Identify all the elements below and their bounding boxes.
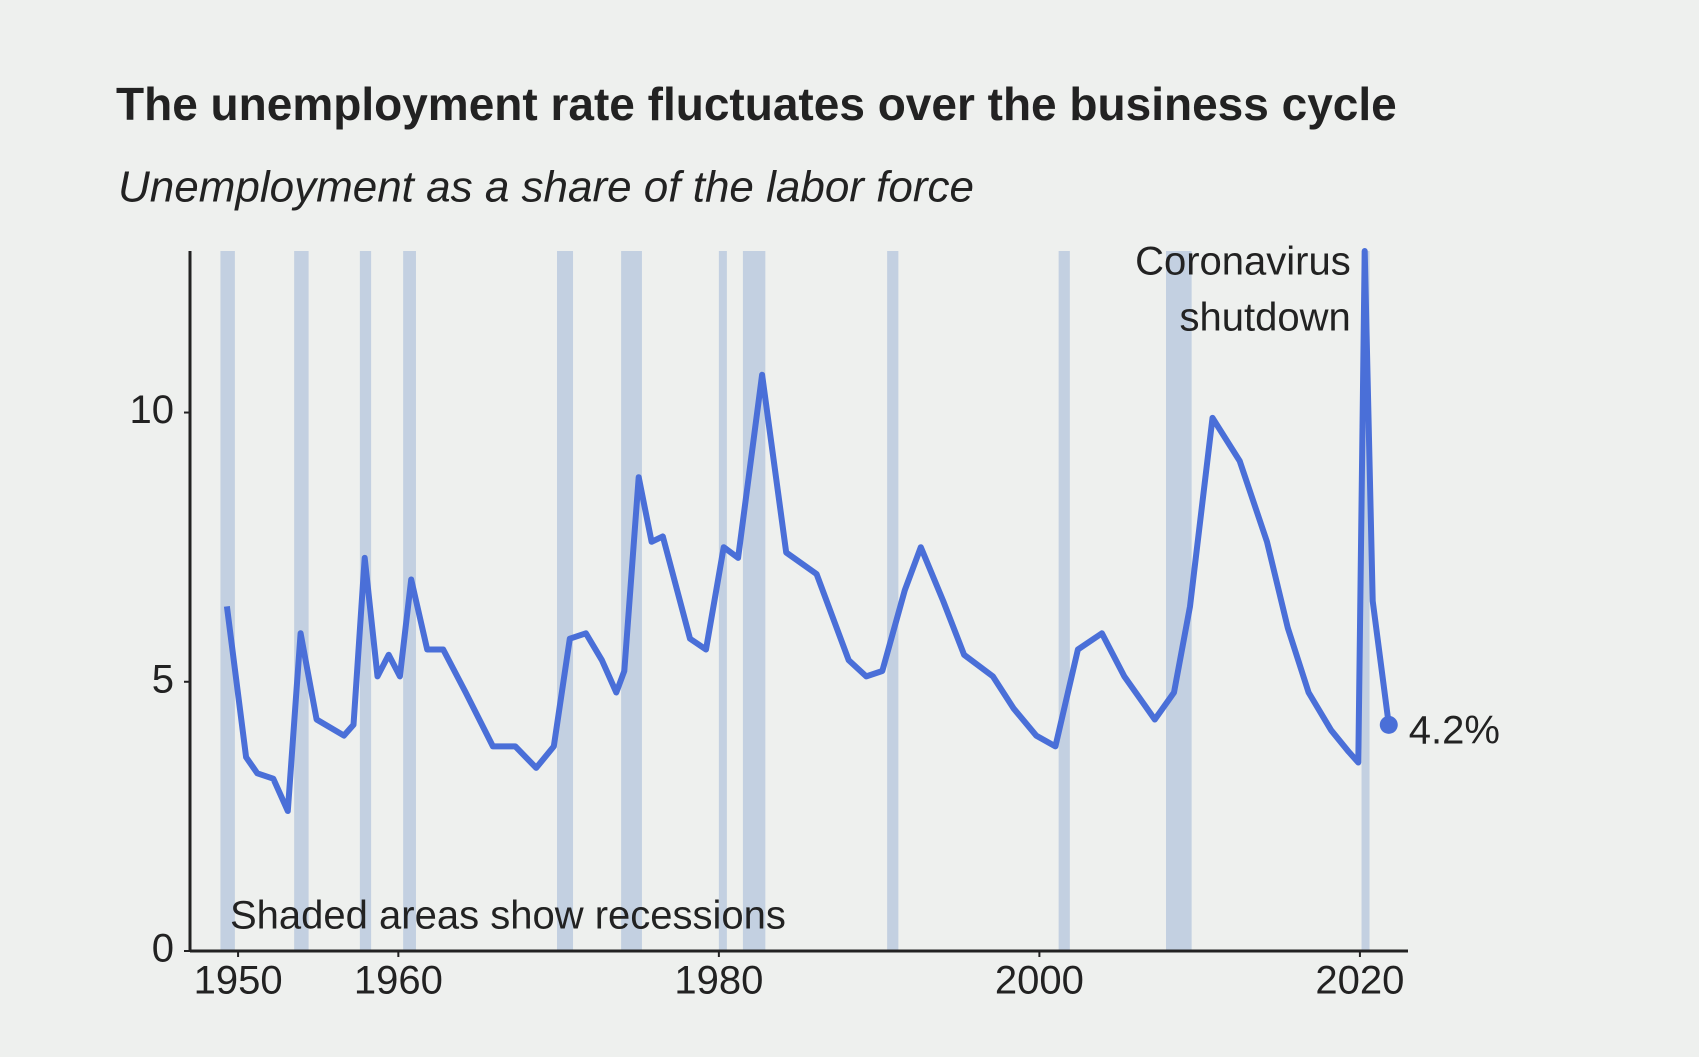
recession-band (1361, 251, 1370, 951)
recession-note: Shaded areas show recessions (230, 894, 786, 938)
value-label: 4.2% (1409, 708, 1500, 752)
unemployment-line (223, 248, 1392, 814)
recession-band (220, 251, 235, 951)
y-tick-label: 0 (152, 927, 174, 971)
recession-band (887, 251, 899, 951)
y-tick-label: 5 (152, 657, 174, 701)
shutdown-note: shutdown (1179, 296, 1350, 340)
recession-band (1166, 251, 1192, 951)
x-tick-label: 1980 (674, 959, 763, 1003)
x-tick-label: 1960 (354, 959, 443, 1003)
y-tick-label: 10 (130, 388, 175, 432)
recession-band (1058, 251, 1070, 951)
shutdown-note: Coronavirus (1135, 240, 1351, 284)
x-tick-label: 2020 (1315, 959, 1404, 1003)
x-tick-label: 2000 (995, 959, 1084, 1003)
recession-band (742, 251, 766, 951)
x-tick-label: 1950 (194, 959, 283, 1003)
recession-band (718, 251, 727, 951)
recession-band (359, 251, 372, 951)
recession-band (294, 251, 309, 951)
end-point (1379, 715, 1398, 734)
chart-subtitle: Unemployment as a share of the labor for… (118, 163, 974, 212)
recession-band (557, 251, 574, 951)
chart-title: The unemployment rate fluctuates over th… (116, 78, 1397, 130)
